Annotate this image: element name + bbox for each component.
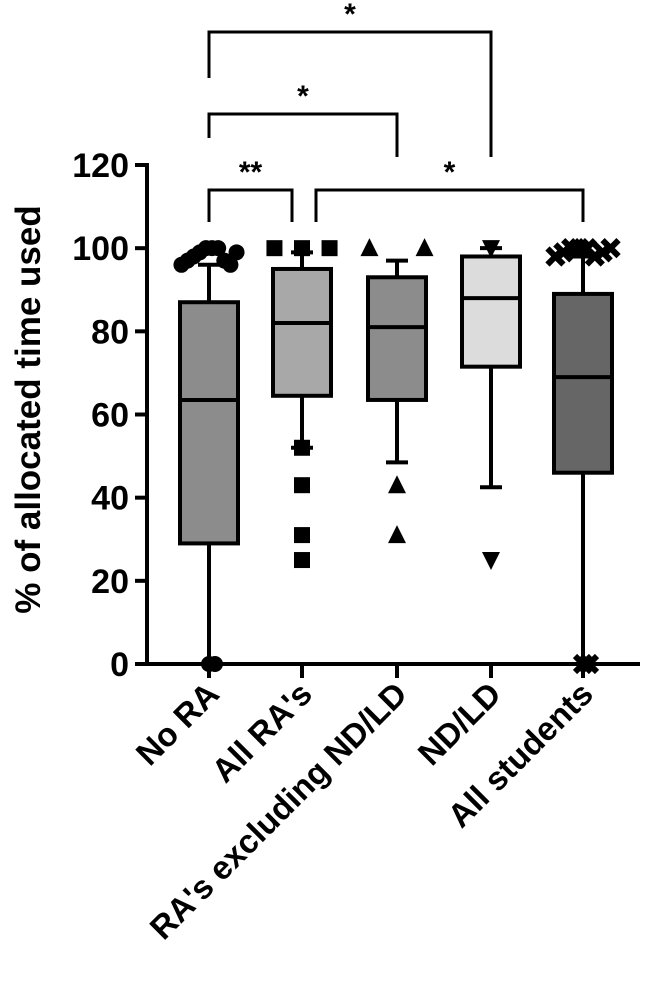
significance-label: **: [239, 156, 263, 189]
significance-bracket: [314, 188, 585, 222]
y-axis-title: % of allocated time used: [9, 205, 48, 613]
y-tick-label: 120: [72, 147, 129, 185]
outlier-point: [294, 240, 310, 257]
y-tick-label: 60: [91, 397, 129, 435]
significance-bracket: [207, 112, 399, 157]
outlier-point: [360, 238, 379, 257]
y-tick-label: 100: [72, 230, 129, 268]
outlier-point: [482, 240, 500, 259]
outlier-point: [388, 475, 406, 494]
outlier-point: [294, 477, 310, 494]
y-tick-label: 40: [91, 480, 129, 518]
outlier-point: [266, 240, 283, 257]
significance-label: *: [344, 0, 356, 31]
outlier-point: [572, 653, 594, 675]
box: [460, 254, 522, 369]
outlier-point: [228, 244, 245, 261]
box: [271, 266, 333, 398]
outlier-point: [578, 653, 600, 675]
significance-label: *: [444, 156, 456, 189]
outlier-point: [600, 238, 621, 259]
outlier-point: [222, 256, 239, 273]
outlier-point: [294, 527, 310, 544]
outlier-point: [207, 656, 223, 672]
outlier-point: [415, 238, 434, 257]
significance-bracket: [207, 30, 493, 157]
box: [178, 300, 240, 546]
outlier-point: [210, 240, 227, 257]
outlier-point: [294, 439, 310, 456]
y-tick-label: 0: [110, 646, 129, 684]
outlier-point: [294, 552, 310, 569]
y-tick-label: 20: [91, 563, 129, 601]
significance-bracket: [207, 188, 294, 222]
y-tick-label: 80: [91, 313, 129, 351]
outlier-point: [321, 240, 338, 257]
box: [366, 275, 428, 402]
significance-label: *: [297, 80, 309, 113]
outlier-point: [482, 552, 500, 571]
outlier-point: [388, 525, 406, 544]
box: [552, 291, 614, 475]
